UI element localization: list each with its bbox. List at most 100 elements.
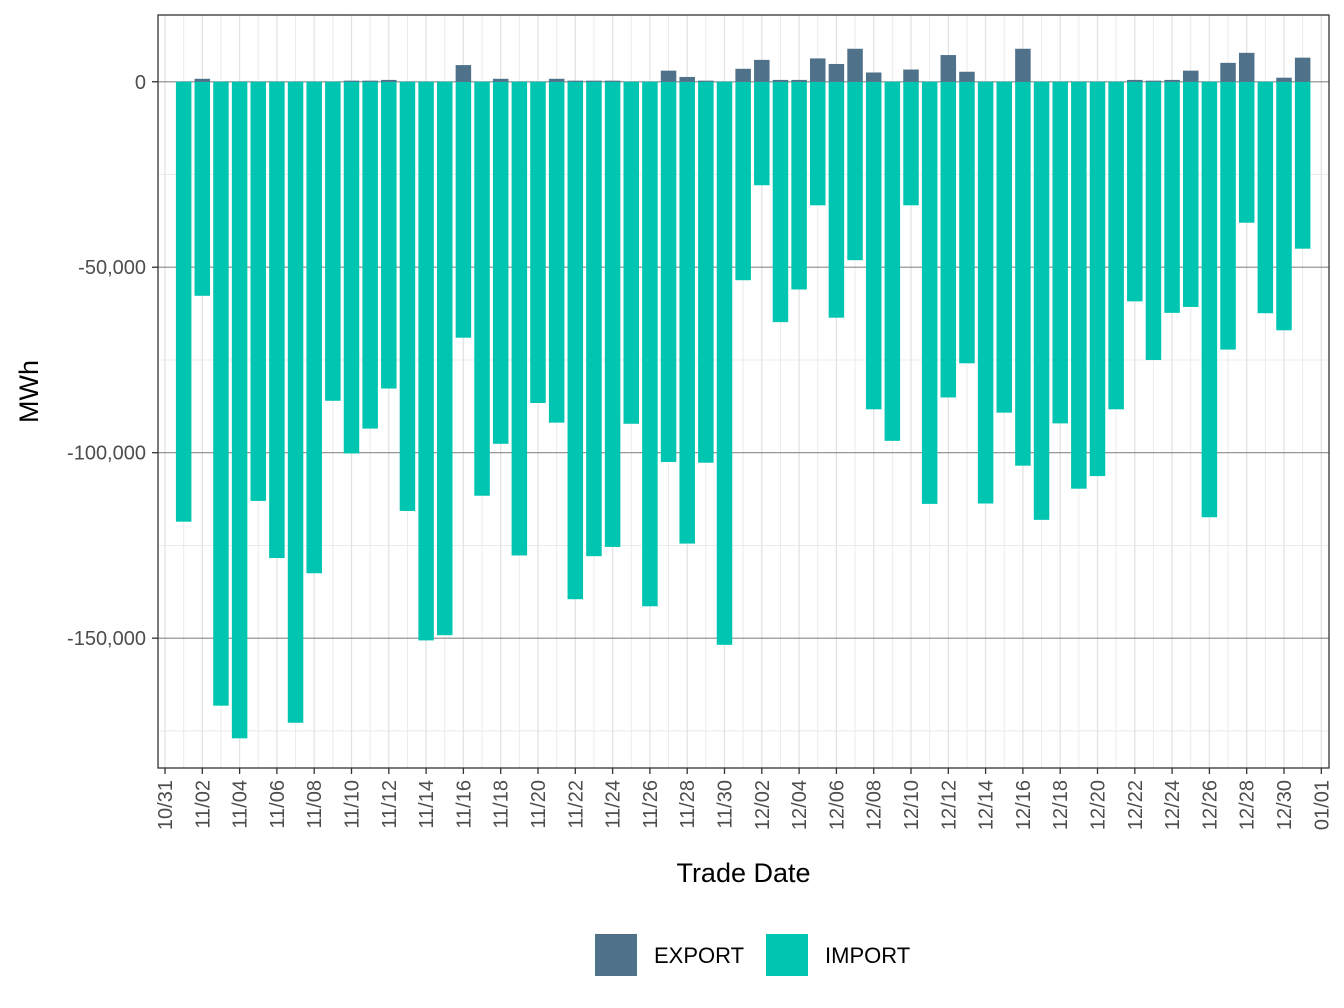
import-bar <box>642 81 658 607</box>
x-axis: 10/31 11/02 11/04 11/06 11/08 11/10 11/12 11/14… <box>155 768 1333 830</box>
export-bar <box>791 79 807 82</box>
import-bar <box>325 81 341 401</box>
x-tick-label: 11/28 <box>677 780 699 829</box>
x-tick-label: 11/14 <box>416 780 438 829</box>
x-tick-label: 12/24 <box>1162 780 1184 830</box>
x-tick-label: 12/04 <box>789 780 811 830</box>
import-bar <box>1033 81 1050 520</box>
export-bar <box>865 72 882 82</box>
export-bar <box>828 63 845 82</box>
import-bar <box>511 81 528 556</box>
y-tick-label: 0 <box>135 72 146 94</box>
export-bar <box>754 59 770 82</box>
import-bar <box>1145 81 1162 360</box>
import-bar <box>399 81 416 511</box>
import-bar <box>921 81 938 504</box>
export-bar <box>959 71 975 82</box>
import-bar <box>1089 81 1106 477</box>
import-bar <box>455 81 472 338</box>
y-axis-title: MWh <box>14 360 44 423</box>
import-bar <box>735 81 751 281</box>
export-bar <box>1276 77 1292 82</box>
import-bar <box>548 81 565 423</box>
import-bar <box>586 81 602 557</box>
y-axis: 0 -50,000 -100,000 -150,000 <box>67 72 158 650</box>
import-bar <box>492 81 509 444</box>
export-bar <box>567 80 584 82</box>
import-bar <box>1294 81 1311 249</box>
x-tick-label: 12/02 <box>752 780 774 830</box>
import-bars <box>175 81 1311 739</box>
x-tick-label: 12/18 <box>1050 780 1072 830</box>
x-tick-label: 10/31 <box>155 780 177 830</box>
x-tick-label: 11/08 <box>304 780 326 829</box>
import-bar <box>959 81 975 364</box>
import-bar <box>940 81 957 398</box>
export-bar <box>362 80 378 82</box>
legend-key-import <box>766 934 808 976</box>
import-bar <box>1108 81 1124 410</box>
legend-label-export: EXPORT <box>654 943 744 968</box>
import-bar <box>1201 81 1218 518</box>
export-bar <box>381 79 397 82</box>
plot-panel-border <box>157 14 1330 769</box>
import-bar <box>1257 81 1274 314</box>
export-bar <box>1294 57 1311 82</box>
export-bar <box>604 80 621 82</box>
import-bar <box>698 81 714 463</box>
import-bar <box>810 81 826 206</box>
x-tick-label: 11/24 <box>603 780 625 829</box>
x-tick-label: 11/26 <box>640 780 662 829</box>
export-bar <box>586 80 602 82</box>
import-bar <box>679 81 695 544</box>
export-bar <box>1238 52 1255 82</box>
x-tick-label: 12/22 <box>1125 780 1147 830</box>
x-tick-label: 11/18 <box>491 780 513 829</box>
export-bar <box>679 76 695 82</box>
import-bar <box>437 81 453 636</box>
x-tick-label: 12/14 <box>976 780 998 830</box>
x-tick-label: 11/20 <box>528 780 550 829</box>
import-bar <box>791 81 807 290</box>
import-bar <box>1015 81 1031 466</box>
import-bar <box>903 81 919 206</box>
x-tick-label: 11/12 <box>379 780 401 829</box>
import-bar <box>977 81 994 504</box>
import-bar <box>772 81 789 323</box>
y-tick-label: -100,000 <box>67 443 146 465</box>
x-tick-label: 11/02 <box>192 780 214 829</box>
export-bar <box>810 58 826 82</box>
import-bar <box>754 81 770 186</box>
x-tick-label: 11/06 <box>267 780 289 829</box>
import-bar <box>660 81 677 462</box>
export-bar <box>940 55 957 82</box>
import-bar <box>1183 81 1199 307</box>
x-tick-label: 12/30 <box>1274 780 1296 830</box>
import-bar <box>287 81 304 723</box>
import-bar <box>175 81 192 522</box>
y-tick-label: -150,000 <box>67 628 146 650</box>
import-bar <box>381 81 397 389</box>
x-tick-label: 12/26 <box>1199 780 1221 830</box>
x-tick-label: 12/08 <box>864 780 886 830</box>
x-tick-label: 11/10 <box>342 780 364 829</box>
import-bar <box>1276 81 1292 331</box>
export-bar <box>735 68 751 82</box>
import-bar <box>847 81 863 261</box>
import-bar <box>865 81 882 410</box>
export-bar <box>1183 70 1199 82</box>
import-bar <box>567 81 584 600</box>
legend: EXPORT IMPORT <box>595 934 910 976</box>
x-tick-label: 11/04 <box>230 780 252 829</box>
import-bar <box>530 81 546 403</box>
export-bar <box>903 69 919 82</box>
import-bar <box>343 81 360 454</box>
import-bar <box>1127 81 1143 302</box>
import-bar <box>604 81 621 547</box>
import-bar <box>828 81 845 318</box>
import-bar <box>250 81 266 501</box>
import-bar <box>418 81 434 641</box>
x-tick-label: 01/01 <box>1311 780 1333 830</box>
export-bar <box>660 70 677 82</box>
